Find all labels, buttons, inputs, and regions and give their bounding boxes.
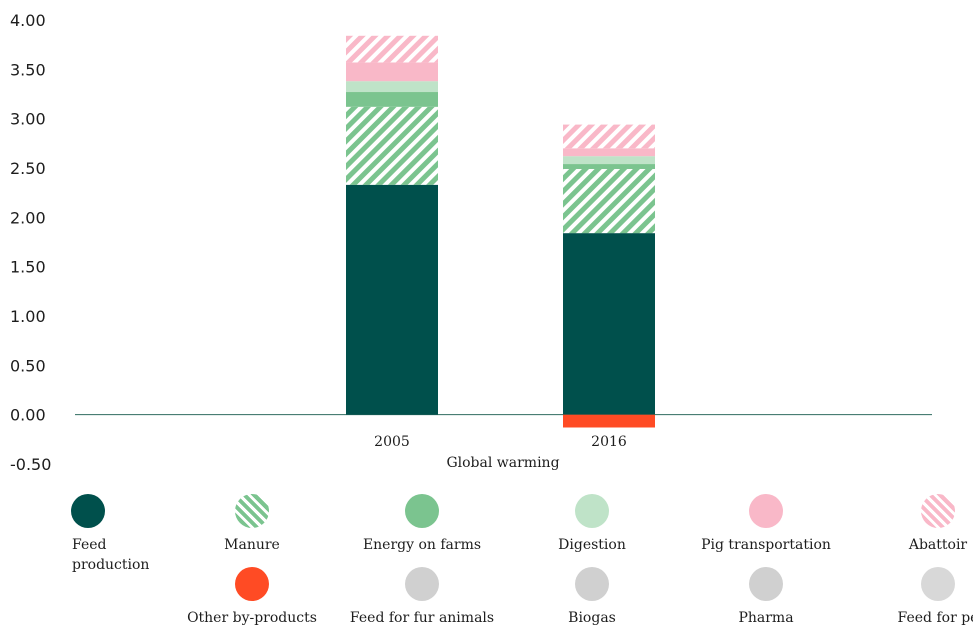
legend-label: Energy on farms [362,537,482,553]
bar-segment [563,156,655,165]
bar-segment [563,124,655,149]
bar-segment [346,184,438,415]
x-tick-label: 2016 [591,434,627,450]
y-tick-label: 4.00 [10,11,46,30]
legend-label: Feed for fur animals [349,610,495,626]
bar-segment [346,62,438,82]
legend-label: Digestion [558,537,626,553]
hatched-dot-icon [235,494,269,528]
hatched-dot-icon [921,494,955,528]
legend-label: Feed production [72,537,150,573]
legend-label: Other by-products [187,610,317,626]
solid-dot-icon [405,494,439,528]
solid-dot-icon [235,567,269,601]
legend-label: Abattoir [908,537,968,553]
bar-segment [346,81,438,93]
solid-dot-icon [749,494,783,528]
y-tick-label: -0.50 [10,455,51,474]
legend-label: Manure [224,537,280,553]
y-tick-label: 2.50 [10,159,46,178]
y-tick-label: 0.00 [10,406,46,425]
legend-label: Biogas [568,610,616,626]
solid-dot-icon [71,494,105,528]
y-tick-label: 2.00 [10,208,46,227]
solid-dot-icon [749,567,783,601]
solid-dot-icon [921,567,955,601]
bar-segment [346,106,438,185]
bar-segment [563,148,655,157]
x-axis-ticks: 2005 2016 [374,434,627,450]
x-axis-label: Global warming [446,455,559,471]
y-tick-label: 0.50 [10,356,46,375]
solid-dot-icon [575,494,609,528]
solid-dot-icon [575,567,609,601]
legend-label: Pig transportation [701,537,831,553]
legend-label: Feed for pe [897,610,973,626]
y-axis-ticks: 4.00 3.50 3.00 2.50 2.00 1.50 1.00 0.50 0.00 -0.5… [10,11,51,474]
legend-label: Pharma [738,610,794,626]
bar-segment [563,164,655,169]
x-tick-label: 2005 [374,434,410,450]
y-tick-label: 3.00 [10,110,46,129]
bar-segment [346,92,438,107]
bar-segment [563,233,655,415]
bars [346,35,655,428]
y-tick-label: 1.50 [10,258,46,277]
y-tick-label: 1.00 [10,307,46,326]
bar-segment [563,414,655,428]
bar-segment [563,168,655,234]
y-tick-label: 3.50 [10,60,46,79]
solid-dot-icon [405,567,439,601]
bar-segment [346,35,438,63]
